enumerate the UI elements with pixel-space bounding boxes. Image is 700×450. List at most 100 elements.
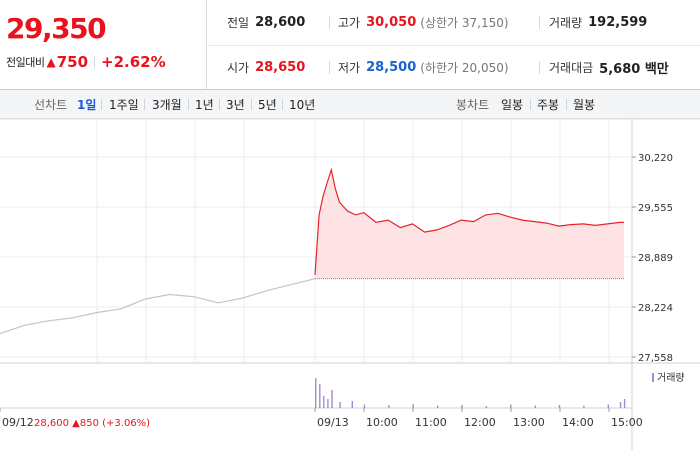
volume-bar — [351, 401, 353, 408]
volume-bar — [607, 404, 609, 408]
volume-bar — [534, 405, 536, 408]
divider — [251, 99, 252, 110]
y-tick-label: 28,889 — [638, 253, 673, 264]
period-3y-tab[interactable]: 3년 — [226, 98, 245, 112]
stat-value: 5,680 백만 — [599, 62, 669, 77]
price-plot — [0, 167, 624, 335]
stat-high: 고가 30,050 (상한가 37,150) — [338, 0, 509, 45]
chart-period-toolbar: 선차트 1일 1주일 3개월 1년 3년 5년 10년 봉차트 일봉 주봉 월봉 — [0, 90, 700, 119]
divider — [539, 16, 540, 29]
x-tick-label: 13:00 — [513, 416, 545, 429]
chart-grid — [0, 119, 700, 450]
change-label: 전일대비 — [6, 56, 45, 69]
x-tick-label: 09/12 — [2, 416, 34, 429]
stat-label: 거래대금 — [549, 61, 594, 75]
divider — [208, 45, 700, 46]
candle-daily-tab[interactable]: 일봉 — [501, 98, 524, 112]
stat-low: 저가 28,500 (하한가 20,050) — [338, 45, 509, 90]
volume-bar — [412, 404, 414, 408]
volume-bar — [558, 405, 561, 408]
quote-summary: 29,350 전일대비 ▲ 750 +2.62% 전일 28,600 고가 30… — [0, 0, 700, 90]
y-tick-label: 30,220 — [638, 153, 673, 164]
stat-value: 30,050 — [366, 15, 417, 30]
volume-bar — [436, 405, 439, 408]
volume-bar — [485, 406, 488, 408]
prev-day-change-label: 28,600 ▲850 (+3.06%) — [34, 418, 150, 429]
divider — [566, 99, 567, 110]
stat-label: 거래량 — [549, 16, 583, 30]
y-tick-label: 29,555 — [638, 203, 673, 214]
stats-grid: 전일 28,600 고가 30,050 (상한가 37,150) 거래량 192… — [208, 0, 700, 90]
volume-legend-swatch — [652, 373, 654, 382]
volume-bar — [619, 402, 622, 408]
stat-trade-amount: 거래대금 5,680 백만 — [549, 45, 669, 90]
period-5y-tab[interactable]: 5년 — [258, 98, 277, 112]
intraday-price-chart: 거래량 30,220 29,555 28,889 28,224 27,558 09/12 0… — [0, 119, 700, 450]
x-tick-label: 11:00 — [415, 416, 447, 429]
divider — [101, 99, 102, 110]
stat-value: 28,600 — [255, 15, 306, 30]
stat-open: 시가 28,650 — [227, 45, 305, 90]
period-1y-tab[interactable]: 1년 — [195, 98, 214, 112]
stat-value: 28,650 — [255, 60, 306, 75]
current-price-box: 29,350 전일대비 ▲ 750 +2.62% — [0, 0, 207, 90]
axis-labels: 30,220 29,555 28,889 28,224 27,558 09/12 09/13… — [2, 153, 673, 429]
divider — [329, 61, 330, 74]
change-row: 전일대비 ▲ 750 +2.62% — [6, 53, 166, 71]
current-price: 29,350 — [6, 12, 107, 45]
candle-chart-label: 봉차트 — [456, 98, 490, 112]
change-percent: +2.62% — [101, 53, 166, 71]
line-chart-label: 선차트 — [34, 98, 68, 112]
x-tick-label: 10:00 — [366, 416, 398, 429]
volume-bar — [319, 384, 321, 408]
volume-legend-label: 거래량 — [657, 372, 685, 384]
stat-label: 시가 — [227, 61, 250, 75]
candle-weekly-tab[interactable]: 주봉 — [537, 98, 560, 112]
volume-bar — [339, 402, 341, 408]
change-amount: 750 — [56, 53, 89, 71]
volume-bar — [331, 390, 333, 408]
divider — [94, 56, 96, 68]
upper-limit-price: (상한가 37,150) — [420, 16, 509, 30]
stat-value: 28,500 — [366, 60, 417, 75]
today-price-line — [314, 167, 624, 276]
period-3m-tab[interactable]: 3개월 — [152, 98, 182, 112]
volume-bar — [510, 404, 512, 408]
divider — [329, 16, 330, 29]
stat-label: 저가 — [338, 61, 361, 75]
volume-bar — [315, 378, 317, 408]
stat-prev-close: 전일 28,600 — [227, 0, 305, 45]
divider — [539, 61, 540, 74]
x-tick-label: 14:00 — [562, 416, 594, 429]
stat-volume: 거래량 192,599 — [549, 0, 647, 45]
volume-bar — [323, 396, 325, 408]
stat-value: 192,599 — [588, 15, 648, 30]
divider — [219, 99, 220, 110]
prev-day-price-line — [0, 278, 316, 335]
volume-bar — [363, 404, 366, 408]
divider — [282, 99, 283, 110]
x-tick-label: 12:00 — [464, 416, 496, 429]
volume-bar — [327, 399, 329, 408]
up-arrow-icon: ▲ — [46, 55, 56, 69]
period-1w-tab[interactable]: 1주일 — [109, 98, 139, 112]
divider — [188, 99, 189, 110]
volume-bar — [388, 405, 390, 408]
stat-label: 전일 — [227, 16, 250, 30]
x-tick-label: 09/13 — [317, 416, 349, 429]
divider — [530, 99, 531, 110]
today-price-area — [315, 169, 624, 279]
x-tick-label: 15:00 — [611, 416, 643, 429]
candle-monthly-tab[interactable]: 월봉 — [573, 98, 596, 112]
period-10y-tab[interactable]: 10년 — [289, 98, 316, 112]
divider — [144, 99, 145, 110]
period-1d-tab[interactable]: 1일 — [77, 98, 97, 112]
volume-panel: 거래량 — [315, 372, 685, 408]
volume-bar — [461, 405, 463, 408]
y-tick-label: 27,558 — [638, 353, 673, 364]
stat-label: 고가 — [338, 16, 361, 30]
lower-limit-price: (하한가 20,050) — [420, 61, 509, 75]
volume-bar — [623, 399, 626, 408]
y-tick-label: 28,224 — [638, 303, 673, 314]
